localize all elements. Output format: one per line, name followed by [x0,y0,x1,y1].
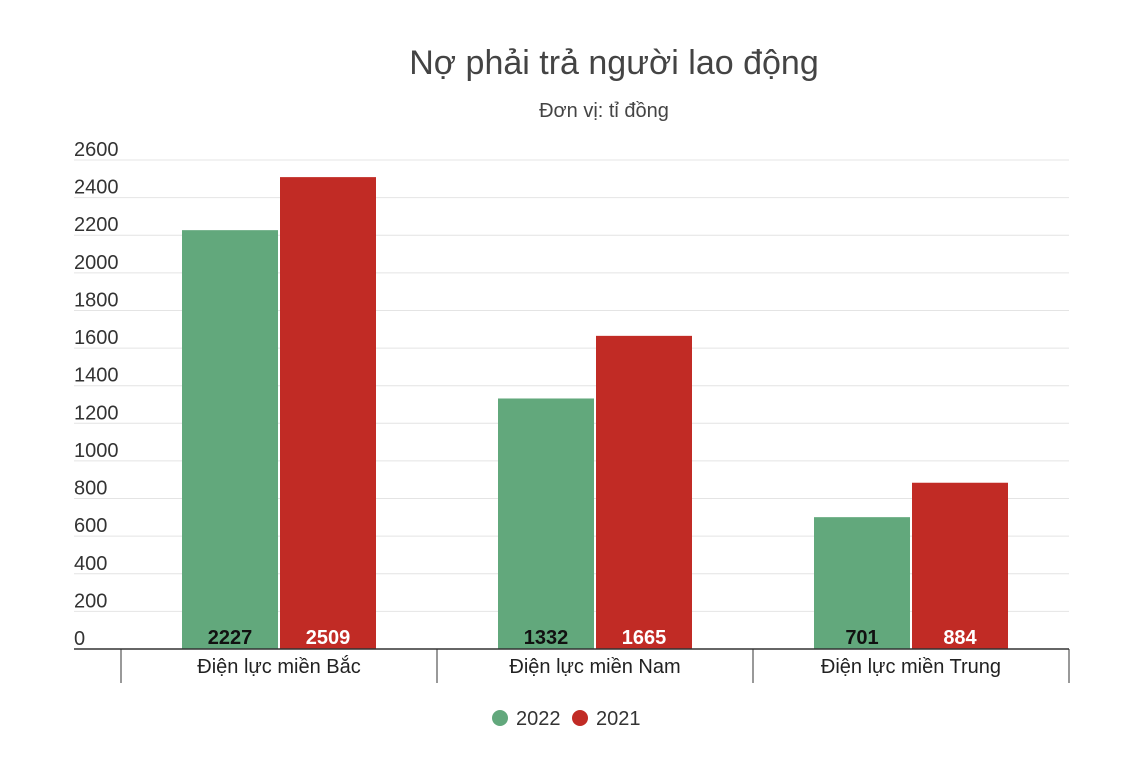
bar [182,230,278,649]
data-label: 2509 [306,627,351,649]
y-tick-label: 1400 [74,365,119,387]
bars [182,177,1008,650]
data-label: 2227 [208,627,253,649]
y-axis: 0 200 400 600 800 1000 1200 1400 1600 1800 2000 220… [74,139,119,650]
legend-marker [572,710,588,726]
bar [596,335,692,649]
data-label: 884 [943,627,977,649]
legend-label: 2021 [596,708,641,730]
x-category-label: Điện lực miền Nam [509,656,680,678]
y-tick-label: 1800 [74,289,119,311]
x-category-label: Điện lực miền Bắc [197,655,360,678]
y-tick-label: 2400 [74,177,119,199]
y-tick-label: 2000 [74,252,119,274]
bar [912,482,1008,649]
x-category-label: Điện lực miền Trung [821,656,1001,678]
data-labels: 2227 2509 1332 1665 701 884 [208,627,978,649]
legend-marker [492,710,508,726]
legend: 2022 2021 [492,708,641,730]
chart-subtitle: Đơn vị: tỉ đồng [539,100,669,122]
chart-title: Nợ phải trả người lao động [409,44,818,82]
data-label: 1332 [524,627,569,649]
y-tick-label: 2600 [74,139,119,161]
y-tick-label: 200 [74,590,107,612]
y-tick-label: 2200 [74,214,119,236]
y-tick-label: 1200 [74,402,119,424]
y-tick-label: 800 [74,478,107,500]
bar [498,398,594,649]
legend-label: 2022 [516,708,561,730]
y-tick-label: 400 [74,553,107,575]
y-tick-label: 1000 [74,440,119,462]
y-tick-label: 1600 [74,327,119,349]
bar [280,177,376,650]
data-label: 701 [845,627,878,649]
y-tick-label: 600 [74,515,107,537]
x-axis: Điện lực miền Bắc Điện lực miền Nam Điện l… [74,648,1070,683]
data-label: 1665 [622,627,667,649]
bar [814,517,910,649]
y-tick-label: 0 [74,628,85,650]
